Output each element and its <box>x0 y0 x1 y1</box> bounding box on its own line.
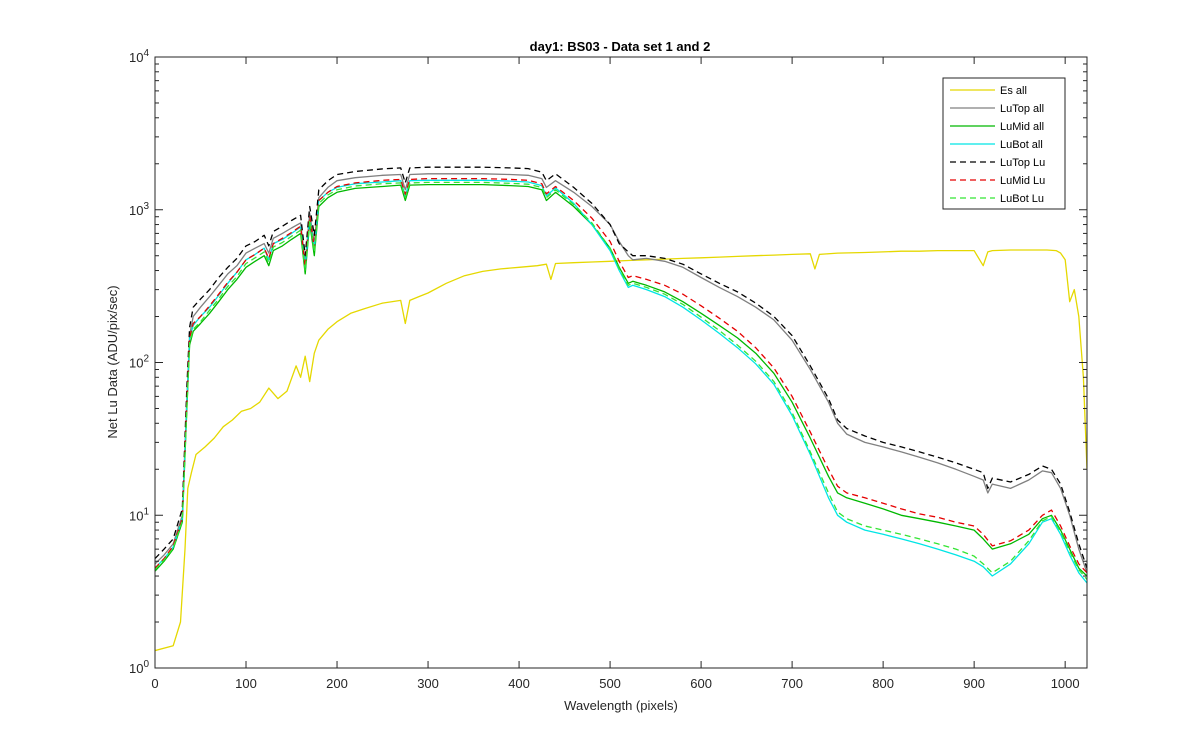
legend-entry: LuBot Lu <box>1000 193 1044 205</box>
series-line <box>155 179 1087 584</box>
x-tick-label: 100 <box>235 676 257 691</box>
chart-title: day1: BS03 - Data set 1 and 2 <box>530 39 711 54</box>
legend-entry: LuBot all <box>1000 139 1043 151</box>
x-tick-label: 400 <box>508 676 530 691</box>
series-line <box>155 177 1087 574</box>
y-tick-label: 102 <box>129 354 149 371</box>
series-line <box>155 249 1087 652</box>
y-axis: 100 101 102 103 104 <box>129 48 1087 676</box>
x-tick-label: 500 <box>599 676 621 691</box>
plot-background <box>155 57 1087 668</box>
y-tick-label: 103 <box>129 201 149 218</box>
series-line <box>155 183 1087 577</box>
y-tick-label: 101 <box>129 506 149 523</box>
x-tick-label: 0 <box>151 676 158 691</box>
legend-entry: LuMid Lu <box>1000 175 1045 187</box>
plot-area <box>154 56 1088 669</box>
legend-entry: Es all <box>1000 85 1027 97</box>
legend-entry: LuTop all <box>1000 103 1044 115</box>
x-tick-label: 700 <box>781 676 803 691</box>
x-axis-label: Wavelength (pixels) <box>564 698 678 713</box>
y-tick-label: 100 <box>129 659 149 676</box>
y-axis-label: Net Lu Data (ADU/pix/sec) <box>105 285 120 438</box>
legend: Es all LuTop all LuMid all LuBot all LuTop L… <box>942 77 1066 210</box>
legend-entry: LuMid all <box>1000 121 1044 133</box>
series-line <box>155 173 1087 574</box>
legend-entry: LuTop Lu <box>1000 157 1045 169</box>
x-tick-label: 600 <box>690 676 712 691</box>
series-layer <box>155 166 1087 652</box>
x-tick-label: 1000 <box>1051 676 1080 691</box>
x-tick-label: 300 <box>417 676 439 691</box>
series-line <box>155 166 1087 569</box>
legend-box <box>942 77 1066 210</box>
x-axis: 0 100 200 300 400 500 600 700 800 900 1000 <box>151 57 1080 691</box>
x-tick-label: 200 <box>326 676 348 691</box>
x-tick-label: 800 <box>872 676 894 691</box>
y-tick-label: 104 <box>129 48 149 65</box>
x-tick-label: 900 <box>963 676 985 691</box>
legend-items: Es all LuTop all LuMid all LuBot all LuTop L… <box>950 85 1045 205</box>
